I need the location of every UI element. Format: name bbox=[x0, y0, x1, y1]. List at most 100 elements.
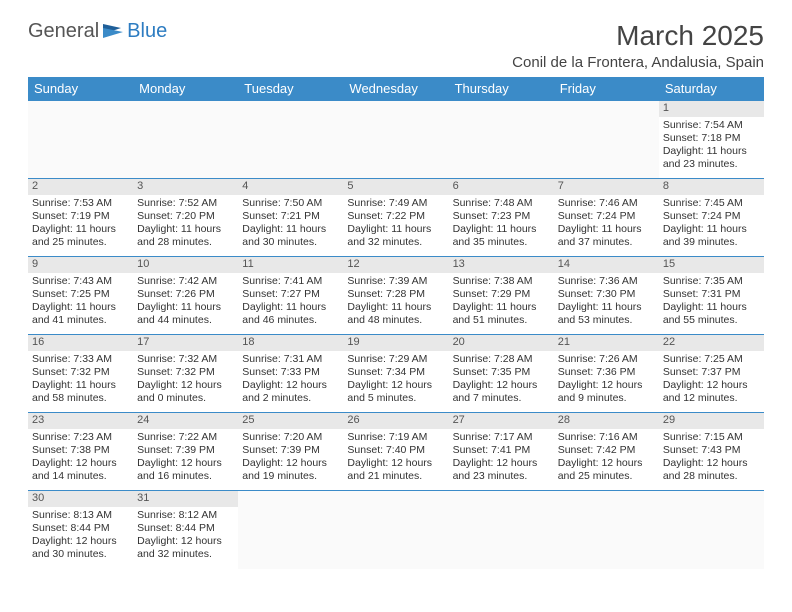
calendar-cell: . bbox=[449, 491, 554, 569]
calendar-cell: 30Sunrise: 8:13 AMSunset: 8:44 PMDayligh… bbox=[28, 491, 133, 569]
calendar-cell: . bbox=[238, 491, 343, 569]
calendar-cell: 22Sunrise: 7:25 AMSunset: 7:37 PMDayligh… bbox=[659, 335, 764, 413]
day-number: 9 bbox=[28, 257, 133, 273]
weekday-header: Sunday bbox=[28, 77, 133, 101]
day-details: Sunrise: 8:13 AMSunset: 8:44 PMDaylight:… bbox=[28, 507, 133, 565]
calendar-cell: 6Sunrise: 7:48 AMSunset: 7:23 PMDaylight… bbox=[449, 179, 554, 257]
calendar-cell: . bbox=[28, 101, 133, 179]
day-details: Sunrise: 7:31 AMSunset: 7:33 PMDaylight:… bbox=[238, 351, 343, 409]
calendar-table: SundayMondayTuesdayWednesdayThursdayFrid… bbox=[28, 77, 764, 569]
weekday-header: Friday bbox=[554, 77, 659, 101]
day-details: Sunrise: 7:22 AMSunset: 7:39 PMDaylight:… bbox=[133, 429, 238, 487]
calendar-cell: 9Sunrise: 7:43 AMSunset: 7:25 PMDaylight… bbox=[28, 257, 133, 335]
calendar-row: 2Sunrise: 7:53 AMSunset: 7:19 PMDaylight… bbox=[28, 179, 764, 257]
calendar-cell: 28Sunrise: 7:16 AMSunset: 7:42 PMDayligh… bbox=[554, 413, 659, 491]
day-details: Sunrise: 7:15 AMSunset: 7:43 PMDaylight:… bbox=[659, 429, 764, 487]
day-details: Sunrise: 7:48 AMSunset: 7:23 PMDaylight:… bbox=[449, 195, 554, 253]
calendar-cell: . bbox=[554, 101, 659, 179]
calendar-cell: 17Sunrise: 7:32 AMSunset: 7:32 PMDayligh… bbox=[133, 335, 238, 413]
weekday-header: Thursday bbox=[449, 77, 554, 101]
day-details: Sunrise: 7:46 AMSunset: 7:24 PMDaylight:… bbox=[554, 195, 659, 253]
day-number: 2 bbox=[28, 179, 133, 195]
calendar-cell: 11Sunrise: 7:41 AMSunset: 7:27 PMDayligh… bbox=[238, 257, 343, 335]
day-details: Sunrise: 7:32 AMSunset: 7:32 PMDaylight:… bbox=[133, 351, 238, 409]
day-number: 17 bbox=[133, 335, 238, 351]
calendar-cell: 23Sunrise: 7:23 AMSunset: 7:38 PMDayligh… bbox=[28, 413, 133, 491]
brand-logo: General Blue bbox=[28, 20, 167, 43]
brand-word1: General bbox=[28, 20, 99, 43]
calendar-cell: 20Sunrise: 7:28 AMSunset: 7:35 PMDayligh… bbox=[449, 335, 554, 413]
day-number: 25 bbox=[238, 413, 343, 429]
calendar-cell: 19Sunrise: 7:29 AMSunset: 7:34 PMDayligh… bbox=[343, 335, 448, 413]
day-number: 4 bbox=[238, 179, 343, 195]
calendar-row: 9Sunrise: 7:43 AMSunset: 7:25 PMDaylight… bbox=[28, 257, 764, 335]
day-details: Sunrise: 7:53 AMSunset: 7:19 PMDaylight:… bbox=[28, 195, 133, 253]
calendar-cell: . bbox=[449, 101, 554, 179]
calendar-row: 23Sunrise: 7:23 AMSunset: 7:38 PMDayligh… bbox=[28, 413, 764, 491]
day-number: 19 bbox=[343, 335, 448, 351]
day-number: 7 bbox=[554, 179, 659, 195]
calendar-cell: 5Sunrise: 7:49 AMSunset: 7:22 PMDaylight… bbox=[343, 179, 448, 257]
day-details: Sunrise: 7:36 AMSunset: 7:30 PMDaylight:… bbox=[554, 273, 659, 331]
day-details: Sunrise: 7:42 AMSunset: 7:26 PMDaylight:… bbox=[133, 273, 238, 331]
day-number: 10 bbox=[133, 257, 238, 273]
day-number: 8 bbox=[659, 179, 764, 195]
calendar-cell: 8Sunrise: 7:45 AMSunset: 7:24 PMDaylight… bbox=[659, 179, 764, 257]
day-details: Sunrise: 7:35 AMSunset: 7:31 PMDaylight:… bbox=[659, 273, 764, 331]
day-details: Sunrise: 7:38 AMSunset: 7:29 PMDaylight:… bbox=[449, 273, 554, 331]
calendar-cell: . bbox=[343, 491, 448, 569]
day-details: Sunrise: 7:16 AMSunset: 7:42 PMDaylight:… bbox=[554, 429, 659, 487]
flag-icon bbox=[99, 20, 127, 43]
day-details: Sunrise: 7:33 AMSunset: 7:32 PMDaylight:… bbox=[28, 351, 133, 409]
day-number: 28 bbox=[554, 413, 659, 429]
calendar-cell: 10Sunrise: 7:42 AMSunset: 7:26 PMDayligh… bbox=[133, 257, 238, 335]
day-details: Sunrise: 7:39 AMSunset: 7:28 PMDaylight:… bbox=[343, 273, 448, 331]
day-number: 24 bbox=[133, 413, 238, 429]
calendar-body: ......1Sunrise: 7:54 AMSunset: 7:18 PMDa… bbox=[28, 101, 764, 569]
calendar-cell: 21Sunrise: 7:26 AMSunset: 7:36 PMDayligh… bbox=[554, 335, 659, 413]
day-details: Sunrise: 7:29 AMSunset: 7:34 PMDaylight:… bbox=[343, 351, 448, 409]
weekday-header: Monday bbox=[133, 77, 238, 101]
day-details: Sunrise: 7:17 AMSunset: 7:41 PMDaylight:… bbox=[449, 429, 554, 487]
location-text: Conil de la Frontera, Andalusia, Spain bbox=[28, 54, 764, 71]
calendar-cell: 4Sunrise: 7:50 AMSunset: 7:21 PMDaylight… bbox=[238, 179, 343, 257]
day-number: 21 bbox=[554, 335, 659, 351]
calendar-row: 30Sunrise: 8:13 AMSunset: 8:44 PMDayligh… bbox=[28, 491, 764, 569]
calendar-cell: . bbox=[554, 491, 659, 569]
day-details: Sunrise: 7:20 AMSunset: 7:39 PMDaylight:… bbox=[238, 429, 343, 487]
calendar-cell: 12Sunrise: 7:39 AMSunset: 7:28 PMDayligh… bbox=[343, 257, 448, 335]
day-details: Sunrise: 7:50 AMSunset: 7:21 PMDaylight:… bbox=[238, 195, 343, 253]
day-number: 30 bbox=[28, 491, 133, 507]
calendar-cell: 2Sunrise: 7:53 AMSunset: 7:19 PMDaylight… bbox=[28, 179, 133, 257]
day-number: 20 bbox=[449, 335, 554, 351]
day-number: 29 bbox=[659, 413, 764, 429]
day-details: Sunrise: 7:54 AMSunset: 7:18 PMDaylight:… bbox=[659, 117, 764, 175]
day-details: Sunrise: 7:41 AMSunset: 7:27 PMDaylight:… bbox=[238, 273, 343, 331]
day-details: Sunrise: 7:52 AMSunset: 7:20 PMDaylight:… bbox=[133, 195, 238, 253]
day-details: Sunrise: 7:26 AMSunset: 7:36 PMDaylight:… bbox=[554, 351, 659, 409]
day-details: Sunrise: 7:45 AMSunset: 7:24 PMDaylight:… bbox=[659, 195, 764, 253]
brand-word2: Blue bbox=[127, 20, 167, 43]
day-number: 13 bbox=[449, 257, 554, 273]
day-number: 6 bbox=[449, 179, 554, 195]
day-details: Sunrise: 7:19 AMSunset: 7:40 PMDaylight:… bbox=[343, 429, 448, 487]
day-number: 5 bbox=[343, 179, 448, 195]
weekday-header: Saturday bbox=[659, 77, 764, 101]
day-number: 14 bbox=[554, 257, 659, 273]
calendar-cell: 25Sunrise: 7:20 AMSunset: 7:39 PMDayligh… bbox=[238, 413, 343, 491]
day-number: 27 bbox=[449, 413, 554, 429]
calendar-cell: . bbox=[238, 101, 343, 179]
calendar-cell: 27Sunrise: 7:17 AMSunset: 7:41 PMDayligh… bbox=[449, 413, 554, 491]
weekday-header: Wednesday bbox=[343, 77, 448, 101]
day-details: Sunrise: 7:49 AMSunset: 7:22 PMDaylight:… bbox=[343, 195, 448, 253]
calendar-cell: 14Sunrise: 7:36 AMSunset: 7:30 PMDayligh… bbox=[554, 257, 659, 335]
day-number: 16 bbox=[28, 335, 133, 351]
calendar-cell: 15Sunrise: 7:35 AMSunset: 7:31 PMDayligh… bbox=[659, 257, 764, 335]
day-details: Sunrise: 7:25 AMSunset: 7:37 PMDaylight:… bbox=[659, 351, 764, 409]
calendar-cell: . bbox=[133, 101, 238, 179]
day-number: 26 bbox=[343, 413, 448, 429]
day-number: 22 bbox=[659, 335, 764, 351]
day-number: 11 bbox=[238, 257, 343, 273]
day-details: Sunrise: 7:28 AMSunset: 7:35 PMDaylight:… bbox=[449, 351, 554, 409]
weekday-header: Tuesday bbox=[238, 77, 343, 101]
